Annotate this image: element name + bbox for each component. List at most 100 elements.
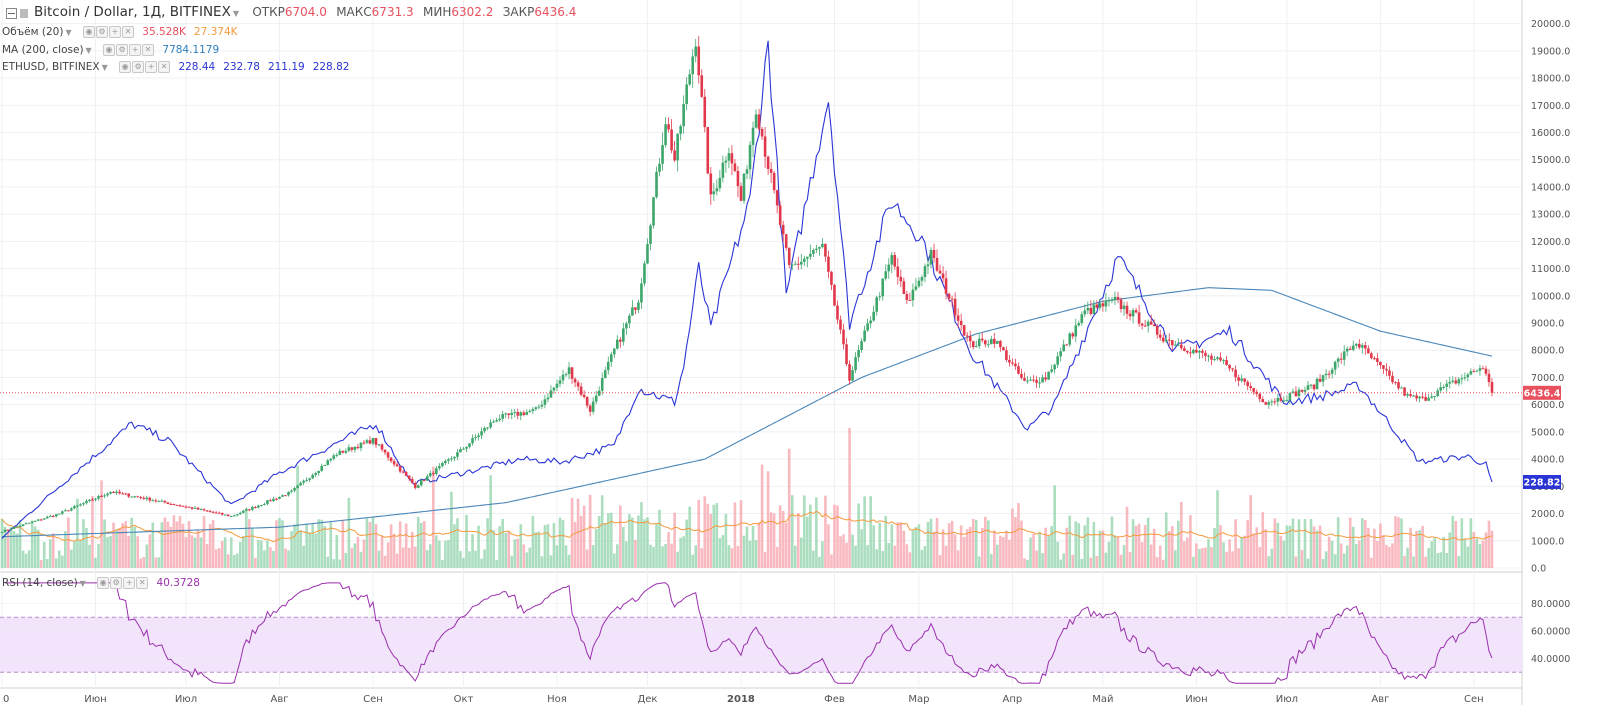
candle-body [205,510,209,512]
candle-body [106,493,109,496]
volume-bar [603,523,607,568]
candle-body [432,473,435,475]
candle-body [851,370,854,381]
volume-bar [950,520,954,568]
caret-down-icon[interactable]: ▼ [232,9,239,18]
rsi-name[interactable]: RSI (14, close) [2,577,78,589]
settings-icon[interactable]: ⚙ [132,61,145,73]
volume-bar [763,552,767,568]
volume-bar [965,529,969,568]
candle-body [1189,352,1192,354]
visibility-icon[interactable]: ◉ [82,26,95,38]
volume-bar [1125,506,1129,568]
more-icon[interactable]: + [123,577,136,589]
candle-body [652,197,655,226]
candle-body [775,190,779,206]
candle-body [112,492,115,494]
close-icon[interactable]: ✕ [158,61,171,73]
volume-bar [287,550,290,568]
candle-body [109,492,112,494]
candle-body [1228,364,1231,369]
candle-body [33,520,37,522]
volume-bar [1134,525,1138,568]
volume-bar [1002,537,1005,568]
candle-body [1177,344,1180,346]
candle-body [166,502,170,504]
volume-bar [609,512,613,568]
eth-name[interactable]: ETHUSD, BITFINEX [2,61,100,73]
more-icon[interactable]: + [145,61,158,73]
visibility-icon[interactable]: ◉ [97,577,110,589]
candle-body [956,315,960,321]
volume-bar [1370,557,1373,568]
close-icon[interactable]: ✕ [121,26,134,38]
candle-body [990,338,993,345]
candle-body [1279,397,1283,401]
settings-icon[interactable]: ⚙ [116,44,129,56]
candle-body [1451,380,1455,382]
candle-body [718,177,722,189]
close-icon[interactable]: ✕ [136,577,149,589]
candle-body [326,460,330,465]
volume-bar [1186,537,1189,568]
ohlc-open-label: ОТКР [252,5,285,19]
volume-bar [103,519,106,568]
candle-body [76,505,79,507]
symbol-title[interactable]: Bitcoin / Dollar, 1Д, BITFINEX [34,4,231,20]
candle-body [232,515,236,517]
candle-body [806,256,809,259]
candle-body [1008,359,1011,363]
candle-body [1345,348,1349,352]
rsi-value: 40.3728 [156,577,200,589]
collapse-icon[interactable] [6,7,17,19]
ma-name[interactable]: MA (200, close) [2,44,84,56]
candle-body [902,281,906,295]
visibility-icon[interactable]: ◉ [103,44,116,56]
volume-bar [890,524,894,568]
candle-body [320,465,324,471]
candle-body [582,394,586,397]
candle-body [1231,368,1234,370]
volume-bar [540,556,544,568]
candle-body [664,124,667,146]
settings-icon[interactable]: ⚙ [110,577,123,589]
volume-bar [733,502,737,568]
candle-body [85,500,88,504]
caret-down-icon[interactable]: ▼ [65,28,72,37]
candle-body [1080,314,1084,324]
indicator-buttons: ◉ ⚙ + ✕ [103,44,155,56]
candle-body [293,488,296,491]
caret-down-icon[interactable]: ▼ [79,579,86,588]
volume-bar [1017,503,1020,568]
volume-bar [235,553,239,568]
candle-body [73,506,76,509]
volume-bar [281,520,284,568]
candle-body [999,340,1002,348]
more-icon[interactable]: + [129,44,142,56]
volume-bar [302,545,305,568]
more-icon[interactable]: + [108,26,121,38]
volume-bar [172,515,176,568]
settings-icon[interactable]: ⚙ [95,26,108,38]
volume-bar [1026,559,1029,568]
time-tick-label: Июн [84,694,106,705]
volume-bar [453,524,456,568]
candle-body [935,257,939,271]
volume-bar [851,534,854,568]
caret-down-icon[interactable]: ▼ [101,63,108,72]
volume-bar [667,532,670,568]
candle-body [91,499,94,501]
volume-bar [558,517,562,568]
visibility-icon[interactable]: ◉ [119,61,132,73]
volume-bar [1252,533,1256,568]
volume-bar [1394,516,1397,568]
candle-body [395,464,399,467]
volume-name[interactable]: Объём (20) [2,26,64,38]
candle-body [1303,389,1307,392]
candle-body [275,498,278,500]
candle-body [1195,349,1198,353]
caret-down-icon[interactable]: ▼ [85,46,92,55]
volume-bar [1149,544,1153,568]
close-icon[interactable]: ✕ [142,44,155,56]
